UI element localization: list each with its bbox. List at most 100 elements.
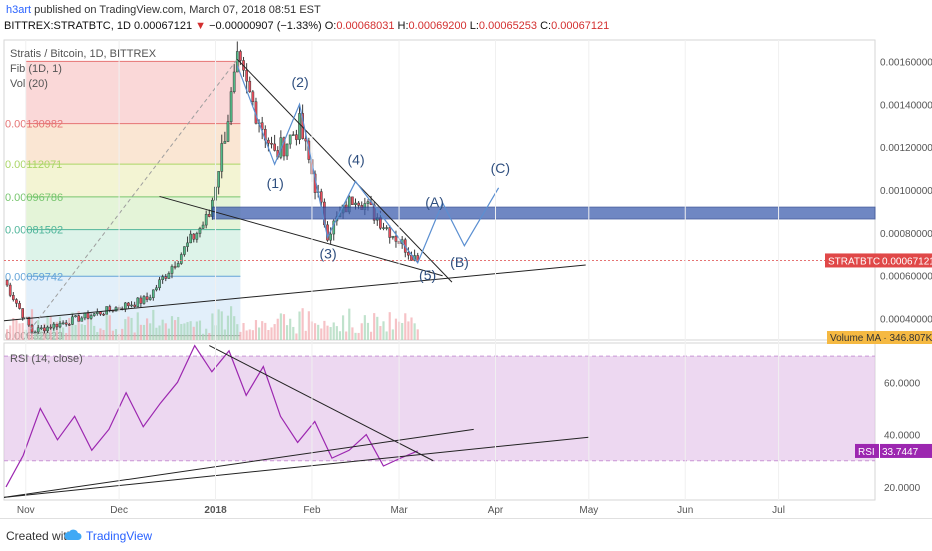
volume-bar [267, 330, 270, 340]
descending-trendline [236, 58, 453, 283]
volume-bar [401, 322, 404, 340]
candle-body [55, 323, 59, 328]
time-axis-label: Nov [17, 505, 35, 516]
volume-bar [363, 315, 366, 340]
volume-bar [251, 330, 254, 340]
volume-bar [139, 324, 142, 340]
low-value: 0.00065253 [478, 20, 538, 32]
candle-body [99, 311, 102, 315]
candle-body [145, 296, 149, 300]
candle-body [61, 322, 65, 325]
time-axis-label: Jun [677, 505, 693, 516]
candle-body [351, 196, 354, 205]
volume-bar [376, 316, 379, 340]
candle-body [167, 273, 171, 279]
volume-bar [354, 332, 357, 340]
candle-body [89, 315, 93, 319]
candle-body [298, 113, 301, 140]
legend-volume[interactable]: Vol (20) [10, 78, 48, 90]
candle-body [295, 134, 298, 140]
candle-body [148, 297, 152, 300]
candle-body [27, 316, 31, 326]
volume-bar [152, 309, 155, 340]
volume-bar [373, 313, 376, 340]
candle-body [164, 276, 168, 279]
volume-bar [177, 316, 180, 340]
change-value: −0.00000907 (−1.33%) [209, 20, 322, 32]
price-axis-label: 0.00120000 [880, 143, 932, 154]
candle-body [204, 214, 208, 226]
volume-bar [186, 322, 189, 340]
candle-body [155, 287, 158, 291]
volume-bar [65, 332, 68, 340]
volume-bar [80, 324, 83, 340]
wave-label: (A) [425, 194, 444, 210]
rsi-line [5, 344, 418, 488]
candle-body [92, 313, 96, 316]
volume-bar [279, 313, 282, 340]
volume-bar [326, 325, 329, 340]
candle-body [267, 139, 270, 144]
time-axis-label: Apr [488, 505, 504, 516]
candle-body [77, 315, 80, 322]
legend-symbol[interactable]: Stratis / Bitcoin, 1D, BITTREX [10, 48, 157, 60]
volume-bar [301, 308, 304, 340]
legend-rsi[interactable]: RSI (14, close) [10, 353, 83, 365]
candle-body [58, 322, 62, 328]
candle-body [285, 143, 289, 157]
candle-body [391, 235, 395, 238]
candle-body [354, 202, 357, 205]
candle-body [245, 69, 248, 82]
volume-bar [273, 324, 276, 340]
candle-body [195, 233, 199, 240]
candle-body [207, 214, 211, 217]
rsi-tag-label: RSI [858, 447, 875, 458]
tradingview-link[interactable]: TradingView [86, 529, 153, 543]
wave-label: (4) [348, 151, 365, 167]
time-axis-label: Jul [772, 505, 785, 516]
candle-body [52, 323, 56, 329]
legend-fib[interactable]: Fib (1D, 1) [10, 63, 62, 75]
candle-body [270, 142, 273, 145]
volume-bar [394, 318, 398, 340]
candle-body [226, 121, 230, 142]
volume-bar [323, 320, 326, 340]
fib-zone [25, 164, 241, 197]
wedge-lower-line [159, 195, 443, 277]
wave-label: (3) [320, 246, 337, 262]
change-arrow-icon: ▼ [195, 20, 207, 32]
volume-bar [226, 315, 230, 340]
candle-body [139, 297, 143, 304]
price-axis-label: 0.00160000 [880, 57, 932, 68]
wave-label: (2) [292, 74, 309, 90]
candle-body [192, 233, 196, 240]
volume-bar [111, 330, 114, 340]
volume-bar [133, 332, 136, 340]
fib-zone [25, 196, 241, 230]
volume-bar [183, 323, 186, 340]
candle-body [80, 317, 84, 322]
volume-bar [254, 320, 258, 340]
time-axis-label: Feb [303, 505, 321, 516]
wave-label: (C) [491, 160, 510, 176]
fib-level-label: 0.00081502 [5, 225, 63, 237]
volume-bar [341, 315, 345, 340]
volume-bar [164, 323, 167, 340]
candle-body [43, 327, 46, 332]
volume-tag-bg [827, 331, 932, 344]
volume-bar [96, 331, 99, 340]
volume-bar [220, 311, 223, 340]
candle-body [251, 91, 255, 102]
footer: Created with TradingView [0, 518, 932, 551]
price-tag-value-bg [880, 253, 932, 268]
candle-body [407, 252, 410, 256]
volume-bar [348, 308, 351, 340]
author-link[interactable]: h3art [6, 4, 32, 16]
volume-bar [102, 329, 105, 340]
fib-zone [25, 229, 241, 277]
candle-body [136, 297, 140, 307]
candle-body [74, 315, 77, 318]
lower-trendline [3, 264, 586, 322]
candle-body [123, 302, 127, 310]
